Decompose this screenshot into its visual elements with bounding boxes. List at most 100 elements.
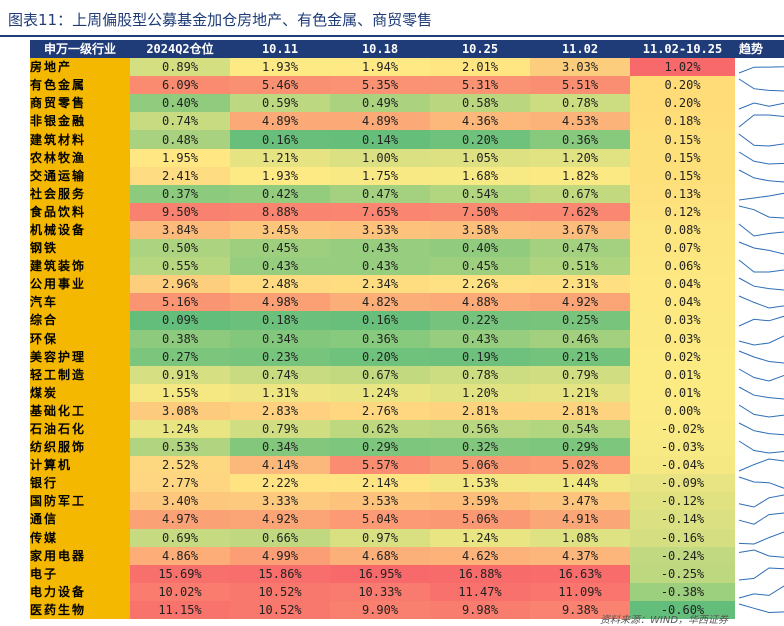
trend-sparkline (735, 311, 784, 330)
table-row: 社会服务 0.37% 0.42% 0.47% 0.54% 0.67% 0.13% (30, 184, 784, 203)
position-cell-d1102: 5.02% (530, 456, 630, 475)
table-row: 家用电器 4.86% 4.99% 4.68% 4.62% 4.37% -0.24% (30, 546, 784, 565)
position-cell-d1018: 0.36% (330, 329, 430, 348)
position-cell-d1025: 2.81% (430, 401, 530, 420)
trend-sparkline (735, 275, 784, 294)
position-cell-d1011: 0.66% (230, 528, 330, 547)
position-cell-d1018: 2.34% (330, 275, 430, 294)
change-cell: -0.14% (630, 510, 735, 529)
position-cell-d1011: 1.93% (230, 58, 330, 77)
trend-sparkline (735, 419, 784, 439)
trend-line (738, 192, 784, 201)
table-row: 交通运输 2.41% 1.93% 1.75% 1.68% 1.82% 0.15% (30, 166, 784, 185)
position-cell-d1011: 0.23% (230, 347, 330, 366)
position-cell-d1018: 0.29% (330, 438, 430, 457)
position-cell-q2: 0.69% (130, 528, 230, 547)
position-cell-d1102: 4.92% (530, 293, 630, 312)
position-cell-d1025: 0.45% (430, 257, 530, 276)
position-cell-q2: 4.86% (130, 546, 230, 565)
header-industry: 申万一级行业 (30, 40, 130, 59)
position-cell-d1025: 4.62% (430, 546, 530, 565)
trend-line (738, 476, 784, 489)
trend-line (738, 494, 784, 508)
position-cell-d1011: 0.16% (230, 130, 330, 149)
table-row: 纺织服饰 0.53% 0.34% 0.29% 0.32% 0.29% -0.03% (30, 438, 784, 457)
position-cell-d1025: 0.56% (430, 419, 530, 439)
trend-sparkline (735, 130, 784, 149)
trend-sparkline (735, 365, 784, 384)
trend-line (738, 603, 784, 613)
position-cell-d1102: 3.47% (530, 492, 630, 511)
position-cell-d1025: 5.06% (430, 456, 530, 475)
position-cell-d1018: 0.67% (330, 365, 430, 384)
position-cell-d1018: 0.43% (330, 257, 430, 276)
position-cell-d1025: 0.20% (430, 130, 530, 149)
position-cell-d1018: 1.94% (330, 58, 430, 77)
position-cell-d1025: 7.50% (430, 202, 530, 221)
trend-sparkline (735, 202, 784, 221)
industry-name: 非银金融 (30, 112, 130, 131)
position-cell-d1102: 9.38% (530, 600, 630, 619)
position-cell-d1011: 15.86% (230, 564, 330, 583)
table-row: 非银金融 0.74% 4.89% 4.89% 4.36% 4.53% 0.18% (30, 112, 784, 131)
position-cell-q2: 1.55% (130, 383, 230, 402)
trend-line (738, 549, 784, 558)
position-cell-q2: 2.52% (130, 456, 230, 475)
position-cell-d1011: 0.34% (230, 438, 330, 457)
trend-sparkline (735, 148, 784, 167)
position-cell-d1102: 0.21% (530, 347, 630, 366)
trend-line (738, 422, 784, 436)
position-cell-d1025: 5.06% (430, 510, 530, 529)
position-cell-d1025: 0.32% (430, 438, 530, 457)
position-cell-d1018: 5.04% (330, 510, 430, 529)
position-cell-q2: 15.69% (130, 564, 230, 583)
position-cell-d1011: 3.33% (230, 492, 330, 511)
position-cell-d1018: 0.47% (330, 184, 430, 203)
position-cell-d1011: 2.83% (230, 401, 330, 420)
position-cell-d1011: 1.31% (230, 383, 330, 402)
position-cell-d1018: 0.20% (330, 347, 430, 366)
header-1018: 10.18 (330, 40, 430, 59)
position-cell-q2: 0.40% (130, 94, 230, 113)
position-cell-d1102: 0.46% (530, 329, 630, 348)
position-cell-q2: 0.38% (130, 329, 230, 348)
table-row: 银行 2.77% 2.22% 2.14% 1.53% 1.44% -0.09% (30, 474, 784, 493)
position-cell-d1011: 4.99% (230, 546, 330, 565)
trend-line (738, 458, 784, 472)
change-cell: 0.13% (630, 184, 735, 203)
position-cell-d1102: 1.21% (530, 383, 630, 402)
industry-name: 钢铁 (30, 239, 130, 258)
position-cell-d1025: 1.68% (430, 166, 530, 185)
position-cell-q2: 0.48% (130, 130, 230, 149)
position-cell-d1025: 0.58% (430, 94, 530, 113)
table-row: 医药生物 11.15% 10.52% 9.90% 9.98% 9.38% -0.60% (30, 600, 784, 619)
position-cell-q2: 2.77% (130, 474, 230, 493)
trend-sparkline (735, 438, 784, 457)
table-row: 煤炭 1.55% 1.31% 1.24% 1.20% 1.21% 0.01% (30, 383, 784, 402)
trend-line (738, 386, 784, 400)
position-cell-d1102: 1.82% (530, 166, 630, 185)
trend-line (738, 404, 784, 418)
industry-name: 机械设备 (30, 220, 130, 240)
position-cell-d1018: 10.33% (330, 582, 430, 601)
industry-name: 汽车 (30, 293, 130, 312)
position-cell-d1025: 3.59% (430, 492, 530, 511)
position-cell-q2: 3.40% (130, 492, 230, 511)
table-row: 电力设备 10.02% 10.52% 10.33% 11.47% 11.09% -0.38% (30, 582, 784, 601)
change-cell: -0.09% (630, 474, 735, 493)
trend-sparkline (735, 257, 784, 276)
position-cell-d1018: 0.16% (330, 311, 430, 330)
change-cell: 0.20% (630, 94, 735, 113)
position-cell-d1011: 4.92% (230, 510, 330, 529)
position-cell-d1018: 4.82% (330, 293, 430, 312)
position-cell-q2: 0.89% (130, 58, 230, 77)
trend-sparkline (735, 329, 784, 348)
change-cell: 0.03% (630, 329, 735, 348)
trend-line (738, 241, 784, 255)
trend-sparkline (735, 383, 784, 402)
position-cell-d1102: 3.67% (530, 220, 630, 240)
position-cell-d1018: 5.57% (330, 456, 430, 475)
position-cell-d1011: 0.79% (230, 419, 330, 439)
position-cell-d1102: 0.47% (530, 239, 630, 258)
trend-line (738, 169, 784, 183)
